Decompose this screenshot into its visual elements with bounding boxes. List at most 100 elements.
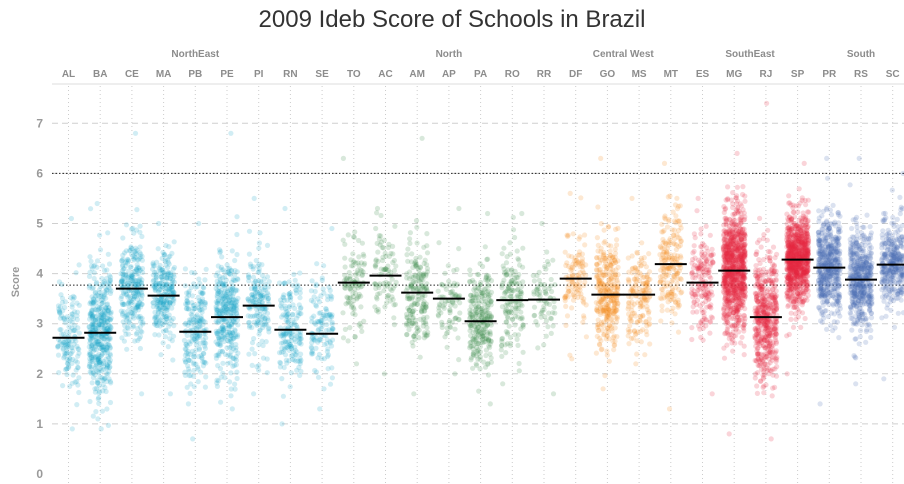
school-dot — [164, 314, 170, 320]
school-dot — [133, 288, 139, 294]
school-dot — [60, 345, 66, 351]
school-dot — [131, 310, 137, 316]
school-dot — [132, 254, 139, 261]
school-dot — [89, 309, 95, 315]
school-dot — [297, 310, 303, 317]
school-dot — [228, 267, 235, 274]
school-dot — [192, 332, 198, 338]
school-dot — [161, 305, 167, 311]
school-dot — [106, 336, 112, 342]
school-dot — [64, 345, 70, 351]
school-dot — [126, 303, 132, 309]
school-dot — [629, 287, 635, 293]
school-dot — [673, 213, 679, 219]
school-dot — [55, 344, 61, 350]
school-dot — [201, 285, 207, 291]
school-dot — [728, 322, 734, 328]
school-dot — [484, 272, 490, 278]
school-dot — [90, 346, 96, 352]
school-dot — [249, 291, 255, 298]
school-dot — [99, 408, 105, 414]
school-dot — [614, 316, 620, 322]
school-dot — [167, 336, 173, 342]
school-dot — [86, 324, 92, 330]
school-dot — [724, 326, 730, 332]
school-dot — [185, 401, 191, 407]
school-dot — [105, 280, 111, 286]
school-dot — [313, 303, 319, 309]
school-dot — [195, 318, 201, 324]
school-dot — [56, 309, 63, 315]
school-dot — [457, 300, 463, 306]
school-dot — [107, 277, 113, 284]
school-dot — [104, 326, 110, 332]
school-dot — [93, 326, 99, 332]
school-dot — [612, 325, 618, 331]
school-dot — [98, 426, 104, 432]
school-dot — [120, 262, 126, 268]
school-dot — [160, 300, 166, 307]
school-dot — [509, 306, 515, 312]
school-dot — [689, 291, 696, 297]
school-dot — [76, 262, 82, 268]
school-dot — [108, 380, 114, 386]
school-dot — [165, 257, 171, 263]
school-dot — [71, 294, 77, 300]
school-dot — [562, 249, 568, 255]
school-dot — [157, 280, 163, 286]
school-dot — [95, 355, 101, 362]
school-dot — [88, 263, 95, 269]
school-dots — [55, 100, 904, 442]
school-dot — [135, 304, 141, 310]
school-dot — [199, 298, 206, 304]
school-dot — [101, 363, 107, 370]
school-dot — [198, 314, 204, 320]
school-dot — [477, 366, 483, 372]
school-dot — [118, 278, 125, 284]
school-dot — [199, 355, 205, 361]
school-dot — [118, 282, 124, 288]
school-dot — [190, 316, 196, 322]
school-dot — [233, 347, 239, 353]
school-dot — [282, 352, 289, 358]
school-dot — [486, 337, 492, 343]
school-dot — [128, 277, 134, 283]
school-dot — [90, 321, 96, 327]
school-dot — [131, 294, 138, 300]
school-dot — [593, 350, 600, 356]
school-dot — [456, 205, 462, 212]
school-dot — [153, 276, 159, 283]
school-dot — [201, 351, 207, 357]
school-dot — [103, 285, 109, 291]
school-dot — [163, 300, 169, 306]
school-dot — [99, 341, 105, 347]
school-dot — [75, 364, 81, 371]
school-dot — [119, 277, 125, 283]
school-dot — [614, 297, 620, 303]
school-dot — [157, 262, 163, 269]
school-dot — [87, 340, 93, 346]
school-dot — [93, 343, 99, 350]
school-dot — [229, 329, 235, 336]
school-dot — [191, 351, 197, 357]
school-dot — [99, 315, 105, 321]
school-dot — [218, 248, 224, 254]
school-dot — [121, 266, 127, 272]
school-dot — [99, 343, 105, 349]
school-dot — [736, 222, 742, 228]
school-dot — [594, 235, 601, 241]
school-dot — [119, 335, 125, 341]
school-dot — [695, 195, 701, 201]
school-dot — [231, 303, 237, 309]
school-dot — [446, 278, 452, 284]
school-dot — [130, 290, 136, 296]
school-dot — [665, 299, 671, 305]
school-dot — [515, 294, 522, 300]
school-dot — [107, 279, 113, 285]
school-dot — [573, 283, 579, 289]
school-dot — [235, 295, 241, 301]
school-dot — [286, 291, 292, 297]
school-dot — [725, 196, 731, 202]
school-dot — [673, 242, 680, 248]
school-dot — [104, 347, 110, 353]
